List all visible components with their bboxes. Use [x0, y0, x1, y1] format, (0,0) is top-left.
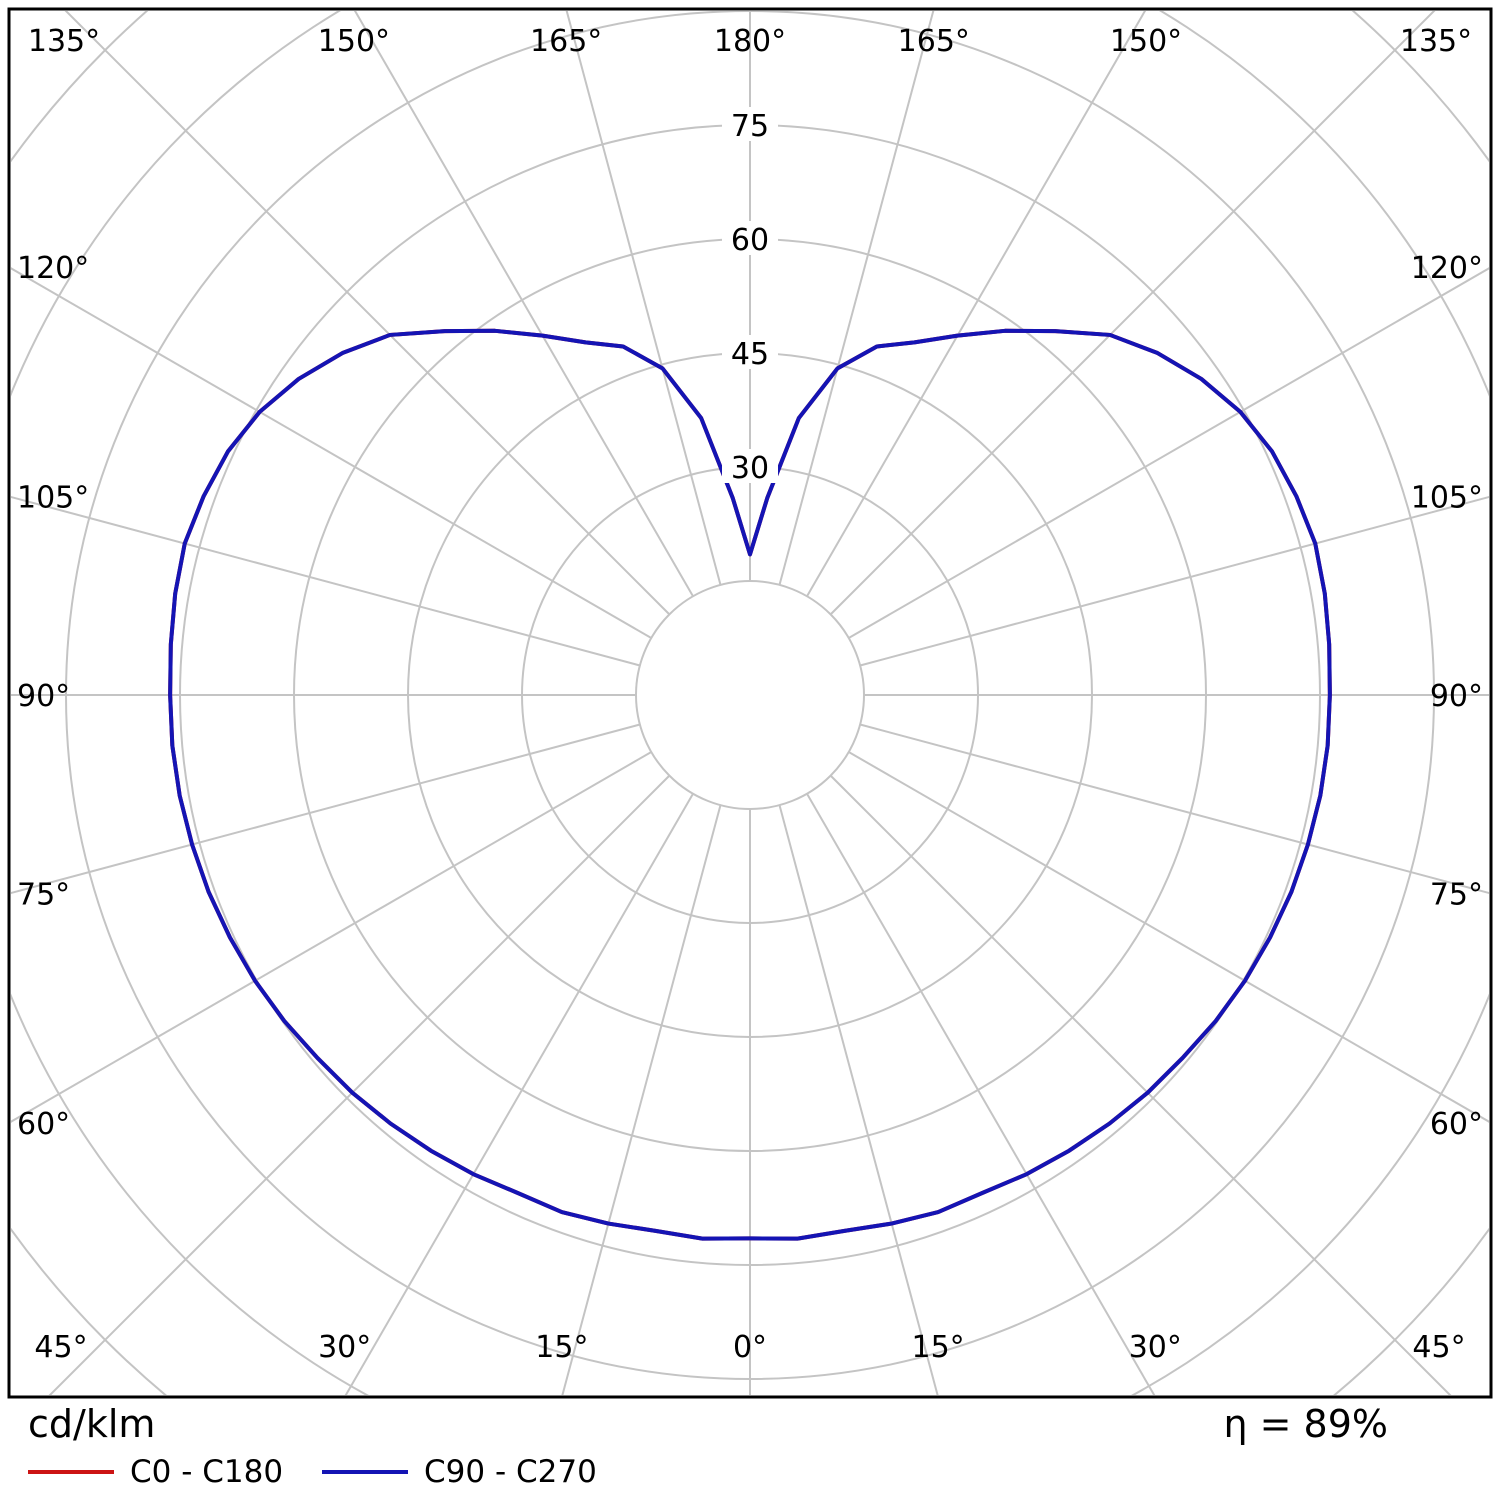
grid-spoke [64, 11, 671, 616]
angle-label: 30° [1129, 1330, 1182, 1365]
angle-label: 165° [530, 24, 602, 59]
angle-label: 135° [28, 24, 100, 59]
angle-label: 75° [1430, 878, 1483, 913]
legend-line-c90-c270 [322, 1470, 408, 1474]
angle-label: 135° [1400, 24, 1472, 59]
footer: cd/klm η = 89% [28, 1402, 1388, 1446]
angle-label: 150° [318, 24, 390, 59]
grid-spoke [48, 774, 671, 1395]
radial-tick-bg [722, 107, 778, 141]
angle-label: 150° [1110, 24, 1182, 59]
grid-spoke [778, 11, 935, 586]
polar-chart: 30 45 60 75 0° 15° 15° 30° 30° 45° 45° 60° 60° 75° 75°… [7, 7, 1493, 1399]
grid-spoke [806, 793, 1156, 1395]
angle-label: 30° [318, 1330, 371, 1365]
radial-tick-label: 60 [731, 223, 769, 258]
angle-label: 90° [1430, 679, 1483, 714]
grid-spoke [11, 267, 652, 639]
angle-label: 120° [1411, 251, 1483, 286]
angle-label: 105° [1411, 480, 1483, 515]
polar-grid [11, 11, 1489, 1395]
efficiency-label: η = 89% [1223, 1402, 1388, 1446]
angle-label: 165° [898, 24, 970, 59]
grid-spoke [11, 495, 641, 667]
angle-label: 15° [912, 1330, 965, 1365]
angle-label: 15° [535, 1330, 588, 1365]
angle-label: 105° [17, 480, 89, 515]
grid-spoke [561, 804, 722, 1395]
grid-spoke [859, 495, 1489, 667]
radial-tick-bg [722, 335, 778, 369]
units-label: cd/klm [28, 1402, 156, 1446]
angle-label: 60° [1430, 1107, 1483, 1142]
grid-spoke [848, 267, 1489, 639]
radial-tick-bg [722, 449, 778, 483]
grid-spoke [859, 723, 1489, 895]
angle-label: 180° [714, 24, 786, 59]
angle-label: 45° [1412, 1330, 1465, 1365]
grid-spoke [11, 751, 652, 1123]
grid-spoke [11, 723, 641, 895]
angle-label: 0° [733, 1330, 767, 1365]
angle-label: 45° [34, 1330, 87, 1365]
grid-spoke [829, 774, 1452, 1395]
angle-label: 120° [17, 251, 89, 286]
series-curve-c90-c270 [168, 328, 1332, 1241]
legend-label-c90-c270: C90 - C270 [424, 1454, 597, 1490]
grid-spoke [778, 804, 939, 1395]
grid-spoke [829, 11, 1436, 616]
radial-tick-label: 30 [731, 451, 769, 486]
legend-line-c0-c180 [28, 1470, 114, 1474]
angle-label: 75° [17, 878, 70, 913]
grid-spoke [565, 11, 722, 586]
grid-spoke [848, 751, 1489, 1123]
radial-tick-label: 75 [731, 109, 769, 144]
legend-label-c0-c180: C0 - C180 [130, 1454, 284, 1490]
grid-spoke [344, 793, 694, 1395]
radial-tick-label: 45 [731, 337, 769, 372]
angle-label: 90° [17, 679, 70, 714]
grid-spoke [806, 11, 1147, 597]
radial-tick-bg [722, 221, 778, 255]
legend: C0 - C180 C90 - C270 [0, 1454, 1500, 1496]
grid-spoke [353, 11, 694, 597]
legend-item-c90-c270: C90 - C270 [322, 1454, 597, 1490]
legend-item-c0-c180: C0 - C180 [28, 1454, 283, 1490]
angle-label: 60° [17, 1107, 70, 1142]
